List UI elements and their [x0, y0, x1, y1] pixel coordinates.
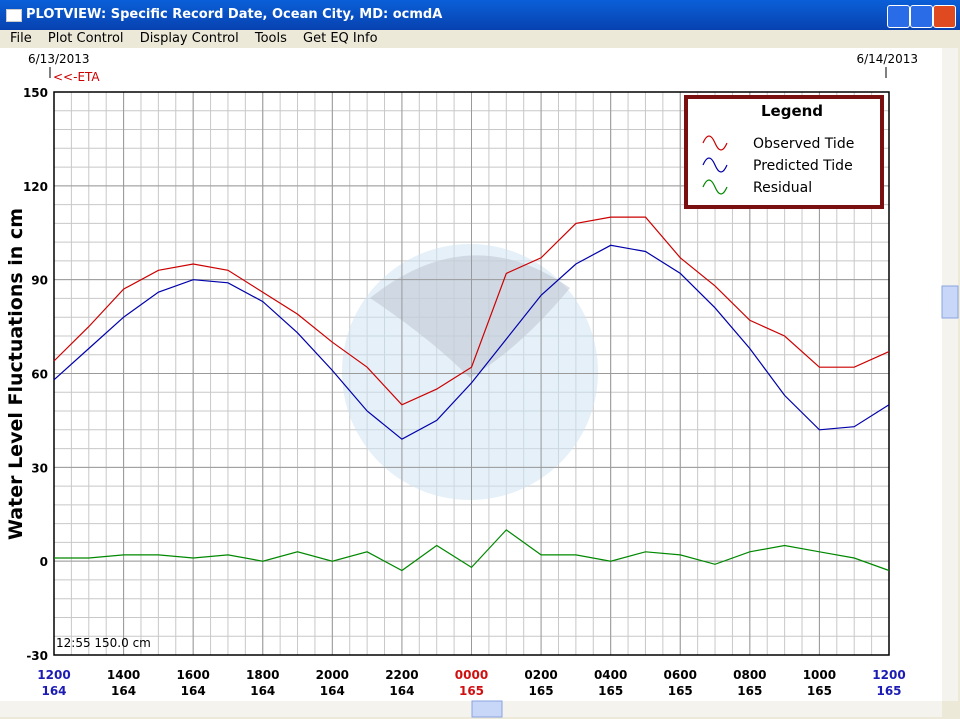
x-tick-day: 164	[250, 684, 275, 698]
x-tick-day: 164	[181, 684, 206, 698]
close-button[interactable]	[933, 5, 956, 28]
x-tick-label: 1400	[107, 668, 140, 682]
legend-swatch	[702, 157, 728, 173]
minimize-button[interactable]	[887, 5, 910, 28]
watermark	[370, 255, 570, 378]
line-series	[53, 216, 890, 406]
legend-label: Observed Tide	[753, 136, 854, 152]
y-tick-label: 150	[23, 86, 48, 100]
x-tick-label: 1600	[176, 668, 209, 682]
y-tick-label: 120	[23, 180, 48, 194]
x-tick-label: 0800	[733, 668, 766, 682]
x-tick-day: 165	[668, 684, 693, 698]
end-date: 6/14/2013	[856, 52, 918, 66]
menu-item[interactable]: Tools	[254, 31, 287, 46]
y-tick-label: 60	[31, 368, 48, 382]
x-tick-day: 165	[737, 684, 762, 698]
legend-label: Residual	[753, 180, 812, 196]
menu-item[interactable]: Get EQ Info	[303, 31, 378, 46]
x-tick-day: 164	[111, 684, 136, 698]
app-icon	[6, 9, 22, 22]
x-tick-label: 0600	[664, 668, 697, 682]
line-series	[54, 529, 890, 572]
x-tick-label: 2200	[385, 668, 418, 682]
x-tick-day: 164	[389, 684, 414, 698]
x-tick-label: 0200	[524, 668, 557, 682]
cursor-readout: 12:55 150.0 cm	[56, 636, 151, 650]
legend-swatch	[702, 135, 728, 151]
y-tick-label: -30	[26, 649, 48, 663]
x-tick-label: 2000	[316, 668, 349, 682]
x-tick-day: 165	[529, 684, 554, 698]
x-tick-label: 1200	[872, 668, 905, 682]
x-tick-day: 165	[876, 684, 901, 698]
plot-frame	[53, 91, 890, 656]
x-tick-day: 165	[598, 684, 623, 698]
menu-item[interactable]: File	[10, 31, 32, 46]
scroll-thumb[interactable]	[941, 285, 959, 319]
legend-swatch	[702, 179, 728, 195]
x-tick-label: 0400	[594, 668, 627, 682]
legend-title: Legend	[761, 102, 823, 120]
scroll-thumb[interactable]	[471, 700, 503, 718]
vertical-scrollbar[interactable]	[942, 48, 958, 701]
y-tick-label: 0	[40, 555, 48, 569]
line-series	[53, 244, 890, 440]
horizontal-scrollbar[interactable]	[0, 701, 942, 717]
window-title: PLOTVIEW: Specific Record Date, Ocean Ci…	[26, 7, 443, 22]
legend-label: Predicted Tide	[753, 158, 853, 174]
title-bar: PLOTVIEW: Specific Record Date, Ocean Ci…	[0, 0, 960, 30]
y-tick-label: 90	[31, 274, 48, 288]
x-tick-label: 1000	[803, 668, 836, 682]
maximize-button[interactable]	[910, 5, 933, 28]
eta-marker: <<-ETA	[53, 70, 100, 84]
y-axis-label: Water Level Fluctuations in cm	[5, 208, 27, 540]
x-tick-label: 0000	[455, 668, 488, 682]
menu-item[interactable]: Plot Control	[47, 31, 124, 46]
x-tick-label: 1800	[246, 668, 279, 682]
chart: 6/13/2013 6/14/2013 <<-ETA Water Level F…	[0, 48, 959, 718]
x-tick-day: 164	[320, 684, 345, 698]
x-tick-day: 164	[41, 684, 66, 698]
x-tick-day: 165	[459, 684, 484, 698]
y-tick-label: 30	[31, 461, 48, 475]
legend-box	[684, 95, 884, 209]
start-date: 6/13/2013	[28, 52, 90, 66]
x-tick-day: 165	[807, 684, 832, 698]
menu-bar: File Plot Control Display Control Tools …	[0, 30, 960, 48]
menu-item[interactable]: Display Control	[139, 31, 239, 46]
x-tick-label: 1200	[37, 668, 70, 682]
